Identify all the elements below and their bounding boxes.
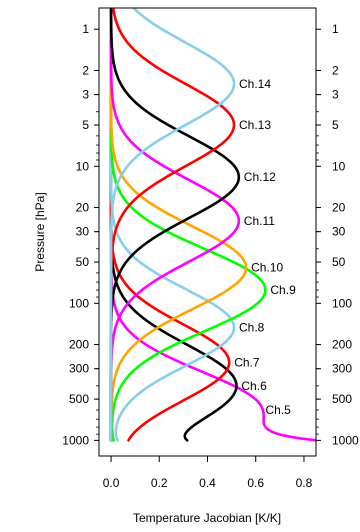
right-y-tick-label: 2 — [332, 63, 339, 77]
x-axis-title: Temperature Jacobian [K/K] — [133, 511, 281, 525]
right-y-tick-label: 30 — [332, 225, 346, 239]
series-label-ch-9: Ch.9 — [270, 283, 296, 297]
y-tick-label: 1000 — [62, 433, 89, 447]
series-label-ch-8: Ch.8 — [239, 321, 265, 335]
x-tick-label: 0.8 — [296, 476, 313, 490]
axes-layer: 1 1 2 2 3 3 5 5 10 10 20 20 30 30 50 50 100 100 200 200 300 3… — [62, 22, 359, 490]
x-tick-label: 0.2 — [151, 476, 168, 490]
y-tick-label: 2 — [82, 63, 89, 77]
y-tick-label: 50 — [76, 255, 90, 269]
x-tick-label: 0.6 — [247, 476, 264, 490]
y-tick-label: 300 — [69, 362, 89, 376]
y-tick-label: 5 — [82, 118, 89, 132]
series-label-ch-7: Ch.7 — [234, 356, 260, 370]
x-tick-label: 0.0 — [103, 476, 120, 490]
series-label-ch-14: Ch.14 — [239, 77, 271, 91]
right-y-tick-label: 10 — [332, 159, 346, 173]
right-y-tick-label: 50 — [332, 255, 346, 269]
series-layer — [109, 8, 316, 442]
series-line-ch-5 — [109, 8, 316, 442]
right-y-tick-label: 200 — [332, 338, 352, 352]
channel-labels: Ch.5 Ch.6 Ch.7 Ch.8 Ch.9 Ch.10 Ch.11 Ch.12 Ch.13… — [234, 77, 296, 417]
right-y-tick-label: 300 — [332, 362, 352, 376]
right-y-tick-label: 5 — [332, 118, 339, 132]
y-tick-label: 500 — [69, 392, 89, 406]
y-tick-label: 3 — [82, 88, 89, 102]
plot-frame — [98, 7, 317, 457]
y-tick-label: 30 — [76, 225, 90, 239]
series-label-ch-6: Ch.6 — [241, 379, 267, 393]
right-y-tick-label: 500 — [332, 392, 352, 406]
y-axis-title: Pressure [hPa] — [33, 192, 47, 271]
series-label-ch-5: Ch.5 — [266, 403, 292, 417]
y-tick-label: 20 — [76, 201, 90, 215]
series-label-ch-10: Ch.10 — [251, 261, 283, 275]
right-y-tick-label: 1 — [332, 22, 339, 36]
series-line-ch-14 — [109, 8, 236, 442]
x-tick-label: 0.4 — [199, 476, 216, 490]
y-tick-label: 10 — [76, 159, 90, 173]
y-tick-label: 1 — [82, 22, 89, 36]
right-y-tick-label: 20 — [332, 201, 346, 215]
right-y-tick-label: 3 — [332, 88, 339, 102]
series-label-ch-12: Ch.12 — [244, 170, 276, 184]
right-y-tick-label: 1000 — [332, 433, 359, 447]
series-label-ch-11: Ch.11 — [244, 214, 275, 228]
y-tick-label: 100 — [69, 296, 89, 310]
right-y-tick-label: 100 — [332, 296, 352, 310]
series-label-ch-13: Ch.13 — [239, 118, 271, 132]
y-tick-label: 200 — [69, 338, 89, 352]
